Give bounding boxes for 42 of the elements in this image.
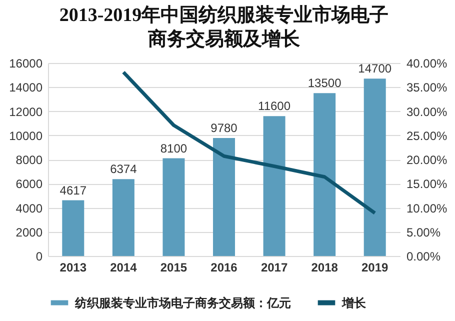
x-tick-label: 2018 xyxy=(311,260,338,274)
y-tick-label: 0 xyxy=(36,250,43,264)
y-tick-label: 4000 xyxy=(16,201,43,216)
bar xyxy=(112,179,134,256)
chart-title: 2013-2019年中国纺织服装专业市场电子商务交易额及增长 xyxy=(59,4,389,50)
bar xyxy=(364,78,386,256)
y2-tick-label: 15.00% xyxy=(406,177,448,192)
y2-tick-label: 10.00% xyxy=(406,201,448,216)
data-label: 9780 xyxy=(210,121,238,136)
bar xyxy=(213,138,235,256)
data-label: 4617 xyxy=(60,183,87,198)
x-tick-label: 2019 xyxy=(362,260,389,274)
data-label: 8100 xyxy=(160,141,188,156)
y2-tick-label: 25.00% xyxy=(406,128,448,143)
data-label: 11600 xyxy=(258,99,291,114)
y-tick-label: 8000 xyxy=(16,153,43,167)
y2-tick-label: 20.00% xyxy=(406,153,448,167)
legend-label: 纺织服装专业市场电子商务交易额：亿元 xyxy=(74,296,291,310)
x-tick-label: 2017 xyxy=(260,260,288,274)
x-tick-label: 2013 xyxy=(60,260,87,274)
data-label: 6374 xyxy=(110,162,138,176)
y-tick-label: 16000 xyxy=(9,56,43,70)
y-tick-label: 2000 xyxy=(16,225,43,240)
legend-label: 增长 xyxy=(341,296,367,310)
x-tick-label: 2016 xyxy=(210,260,238,274)
bar xyxy=(162,158,185,256)
x-tick-label: 2014 xyxy=(110,260,138,274)
data-label: 14700 xyxy=(358,62,392,76)
y2-tick-label: 35.00% xyxy=(406,80,448,95)
y-tick-label: 10000 xyxy=(9,128,43,143)
y2-tick-label: 40.00% xyxy=(406,56,448,70)
y-tick-label: 12000 xyxy=(9,104,43,119)
y-tick-label: 6000 xyxy=(16,177,43,192)
bar xyxy=(314,93,336,256)
bar xyxy=(263,116,286,256)
data-label: 13500 xyxy=(308,76,342,90)
x-tick-label: 2015 xyxy=(160,260,188,274)
y2-tick-label: 0.00% xyxy=(406,250,441,264)
y2-tick-label: 5.00% xyxy=(406,225,441,240)
y-tick-label: 14000 xyxy=(9,80,43,95)
y2-tick-label: 30.00% xyxy=(406,104,448,119)
bar xyxy=(62,200,84,256)
